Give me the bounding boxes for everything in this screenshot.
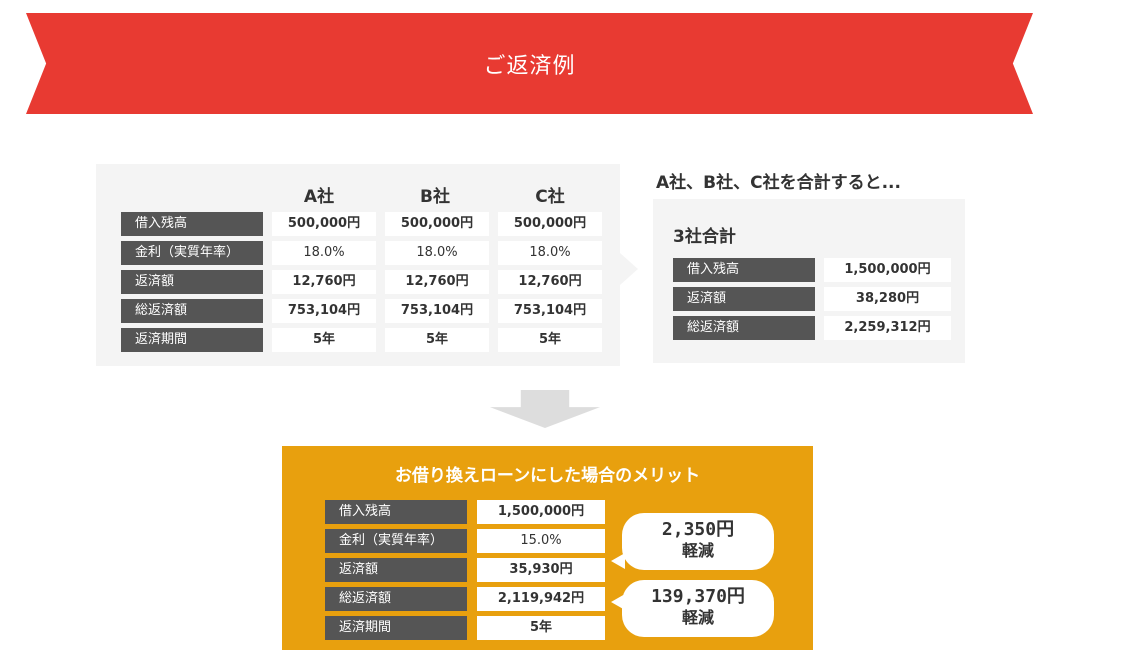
- arrow-down-icon: [490, 390, 600, 428]
- column-header-b: B社: [420, 187, 450, 207]
- merit-value-rate: 15.0%: [477, 529, 605, 553]
- summary-title: 3社合計: [673, 227, 736, 247]
- row-label-balance: 借入残高: [121, 212, 263, 236]
- row-label-total: 総返済額: [121, 299, 263, 323]
- savings-amount-total: 139,370円: [651, 586, 745, 607]
- merit-label-payment: 返済額: [325, 558, 467, 582]
- cell-c-period: 5年: [498, 328, 602, 352]
- row-label-period: 返済期間: [121, 328, 263, 352]
- merit-value-balance: 1,500,000円: [477, 500, 605, 524]
- summary-label-total: 総返済額: [673, 316, 815, 340]
- cell-b-payment: 12,760円: [385, 270, 489, 294]
- cell-a-total: 753,104円: [272, 299, 376, 323]
- column-header-c: C社: [535, 187, 565, 207]
- merit-label-period: 返済期間: [325, 616, 467, 640]
- merit-value-payment: 35,930円: [477, 558, 605, 582]
- cell-c-balance: 500,000円: [498, 212, 602, 236]
- summary-value-balance: 1,500,000円: [824, 258, 951, 282]
- savings-word-total: 軽減: [681, 608, 714, 627]
- summary-label-balance: 借入残高: [673, 258, 815, 282]
- savings-bubble-total: 139,370円 軽減: [622, 580, 774, 637]
- summary-label-payment: 返済額: [673, 287, 815, 311]
- row-label-payment: 返済額: [121, 270, 263, 294]
- savings-word-payment: 軽減: [681, 541, 714, 560]
- cell-b-period: 5年: [385, 328, 489, 352]
- merit-label-rate: 金利（実質年率）: [325, 529, 467, 553]
- summary-heading: A社、B社、C社を合計すると...: [656, 173, 901, 193]
- summary-value-total: 2,259,312円: [824, 316, 951, 340]
- cell-b-balance: 500,000円: [385, 212, 489, 236]
- merit-value-period: 5年: [477, 616, 605, 640]
- cell-c-rate: 18.0%: [498, 241, 602, 265]
- merit-label-total: 総返済額: [325, 587, 467, 611]
- bubble-tail-icon: [611, 594, 625, 610]
- cell-a-period: 5年: [272, 328, 376, 352]
- banner-title: ご返済例: [483, 53, 576, 79]
- section-banner: ご返済例: [26, 13, 1033, 114]
- row-label-rate: 金利（実質年率）: [121, 241, 263, 265]
- cell-c-payment: 12,760円: [498, 270, 602, 294]
- cell-a-payment: 12,760円: [272, 270, 376, 294]
- cell-a-balance: 500,000円: [272, 212, 376, 236]
- summary-value-payment: 38,280円: [824, 287, 951, 311]
- cell-b-total: 753,104円: [385, 299, 489, 323]
- savings-amount-payment: 2,350円: [661, 519, 735, 540]
- cell-b-rate: 18.0%: [385, 241, 489, 265]
- column-header-a: A社: [303, 187, 335, 207]
- merit-label-balance: 借入残高: [325, 500, 467, 524]
- cell-a-rate: 18.0%: [272, 241, 376, 265]
- merit-title: お借り換えローンにした場合のメリット: [394, 466, 701, 486]
- arrow-right-icon: [620, 253, 638, 285]
- merit-value-total: 2,119,942円: [477, 587, 605, 611]
- savings-bubble-payment: 2,350円 軽減: [622, 513, 774, 570]
- bubble-tail-icon: [611, 553, 625, 569]
- cell-c-total: 753,104円: [498, 299, 602, 323]
